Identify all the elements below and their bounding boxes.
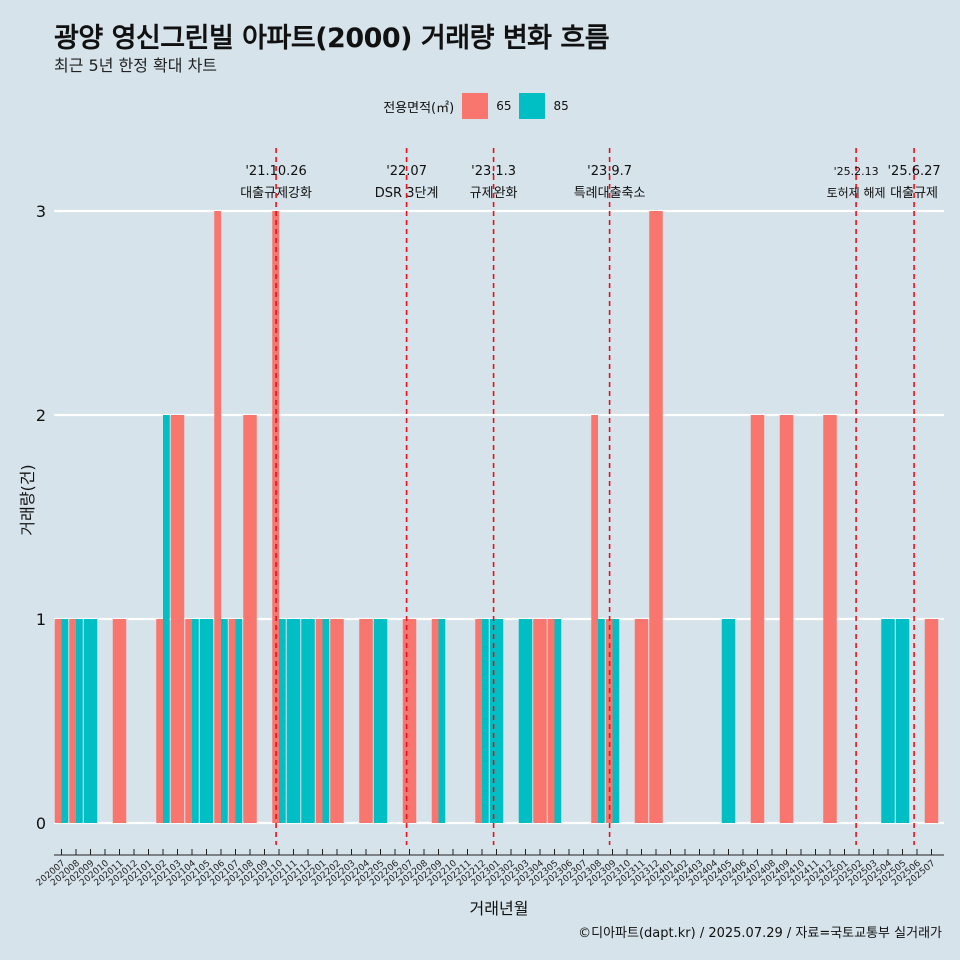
bar-65 [823,415,837,823]
bar-65 [69,619,76,823]
bar-85 [83,619,98,823]
bar-85 [612,619,620,823]
bar-85 [721,619,736,823]
bar-65 [547,619,555,823]
bar-65 [54,619,62,823]
event-label: 대출규제강화 [240,186,312,201]
event-date-label: '25.6.27 [887,164,940,179]
bar-65 [156,619,163,823]
bar-65 [315,619,323,823]
event-label: 대출규제 [890,186,938,201]
bar-85 [489,619,504,823]
bar-65 [214,211,221,823]
bar-85 [895,619,910,823]
legend-title: 전용면적(㎡) [383,100,455,116]
bar-85 [301,619,315,823]
bar-65 [431,619,439,823]
event-date-label: '23.9.7 [587,164,632,179]
legend-swatch-65 [462,93,489,119]
bar-65 [112,619,127,823]
event-label: 규제완화 [470,186,518,201]
bar-65 [605,619,613,823]
bar-65 [591,415,598,823]
bar-85 [199,619,214,823]
legend-label-65: 65 [496,99,512,113]
bar-65 [475,619,482,823]
event-label: DSR 3단계 [375,186,439,201]
y-tick-label: 1 [36,610,46,629]
bar-65 [359,619,373,823]
legend-item-85: 85 [519,93,569,119]
bar-85 [554,619,562,823]
chart-title: 광양 영신그린빌 아파트(2000) 거래량 변화 흐름 [54,23,610,54]
bar-85 [286,619,301,823]
bar-65 [243,415,257,823]
legend-item-65: 65 [462,93,511,119]
bar-65 [924,619,939,823]
bar-85 [373,619,388,823]
bar-65 [185,619,192,823]
bar-85 [163,415,170,823]
event-label: 토허제 해제 [827,186,886,200]
bar-85 [518,619,533,823]
bar-65 [533,619,547,823]
bar-85 [482,619,489,823]
event-date-label: '22.07 [386,164,427,179]
event-label: 특례대출축소 [574,186,646,201]
bar-85 [61,619,69,823]
bar-65 [402,619,417,823]
source-caption: ©디아파트(dapt.kr) / 2025.07.29 / 자료=국토교통부 실… [578,926,942,941]
bar-85 [76,619,83,823]
bar-85 [598,619,605,823]
legend-label-85: 85 [553,99,569,113]
y-tick-label: 2 [36,406,46,425]
y-axis-title: 거래량(건) [18,464,37,535]
bar-65 [750,415,765,823]
y-tick-label: 0 [36,814,46,833]
bar-85 [279,619,286,823]
bar-65 [779,415,794,823]
event-date-label: '23.1.3 [471,164,516,179]
bar-65 [170,415,185,823]
bar-85 [235,619,243,823]
bar-85 [221,619,228,823]
bar-65 [228,619,236,823]
bar-85 [881,619,895,823]
bar-65 [330,619,344,823]
bar-85 [438,619,446,823]
bar-65 [649,211,663,823]
bar-85 [192,619,199,823]
legend-swatch-85 [519,93,546,119]
chart-subtitle: 최근 5년 한정 확대 차트 [54,56,218,75]
legend: 전용면적(㎡) 65 85 [0,93,960,119]
x-axis-title: 거래년월 [470,899,529,918]
bar-65 [634,619,649,823]
event-date-label: '25.2.13 [834,165,879,178]
y-tick-label: 3 [36,202,46,221]
event-date-label: '21.10.26 [245,164,306,179]
bar-85 [322,619,330,823]
